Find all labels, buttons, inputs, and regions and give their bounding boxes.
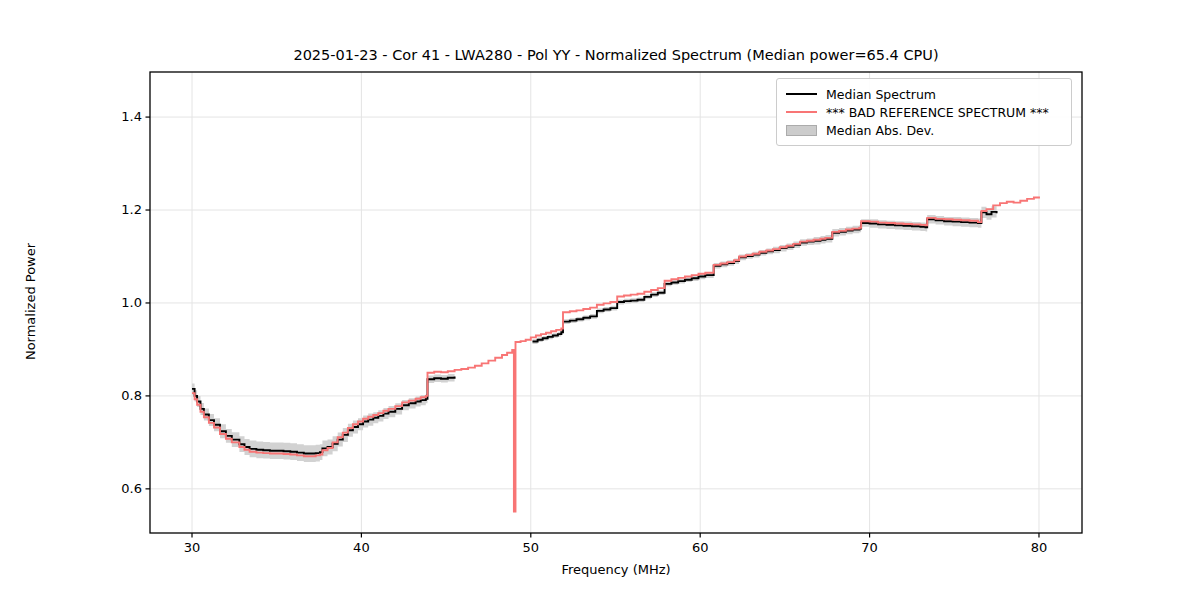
- x-axis-label: Frequency (MHz): [150, 562, 1082, 577]
- y-tick-label-1.4: 1.4: [98, 109, 142, 125]
- y-tick-label-0.8: 0.8: [98, 388, 142, 404]
- y-tick-label-1.0: 1.0: [98, 295, 142, 311]
- mad-band-swatch: [786, 125, 817, 136]
- x-tick-label-60: 60: [678, 540, 722, 555]
- reference-line-swatch: [786, 111, 817, 114]
- legend-item-median-spectrum: Median Spectrum: [786, 85, 1062, 103]
- y-tick-label-1.2: 1.2: [98, 202, 142, 218]
- x-tick-label-30: 30: [170, 540, 214, 555]
- legend: Median Spectrum *** BAD REFERENCE SPECTR…: [776, 78, 1072, 146]
- legend-item-bad-reference: *** BAD REFERENCE SPECTRUM ***: [786, 103, 1062, 121]
- x-tick-label-50: 50: [509, 540, 553, 555]
- x-tick-label-40: 40: [339, 540, 383, 555]
- legend-label: Median Spectrum: [826, 87, 936, 102]
- x-tick-label-80: 80: [1017, 540, 1061, 555]
- y-axis-label: Normalized Power: [23, 222, 38, 382]
- chart-title: 2025-01-23 - Cor 41 - LWA280 - Pol YY - …: [150, 46, 1082, 64]
- median-line-swatch: [786, 93, 817, 96]
- reference-spectrum-line: [192, 198, 1039, 512]
- x-tick-label-70: 70: [848, 540, 892, 555]
- legend-label: *** BAD REFERENCE SPECTRUM ***: [826, 105, 1049, 120]
- y-tick-label-0.6: 0.6: [98, 481, 142, 497]
- legend-label: Median Abs. Dev.: [826, 123, 934, 138]
- legend-item-median-abs-dev: Median Abs. Dev.: [786, 121, 1062, 139]
- figure-root: 2025-01-23 - Cor 41 - LWA280 - Pol YY - …: [0, 0, 1200, 600]
